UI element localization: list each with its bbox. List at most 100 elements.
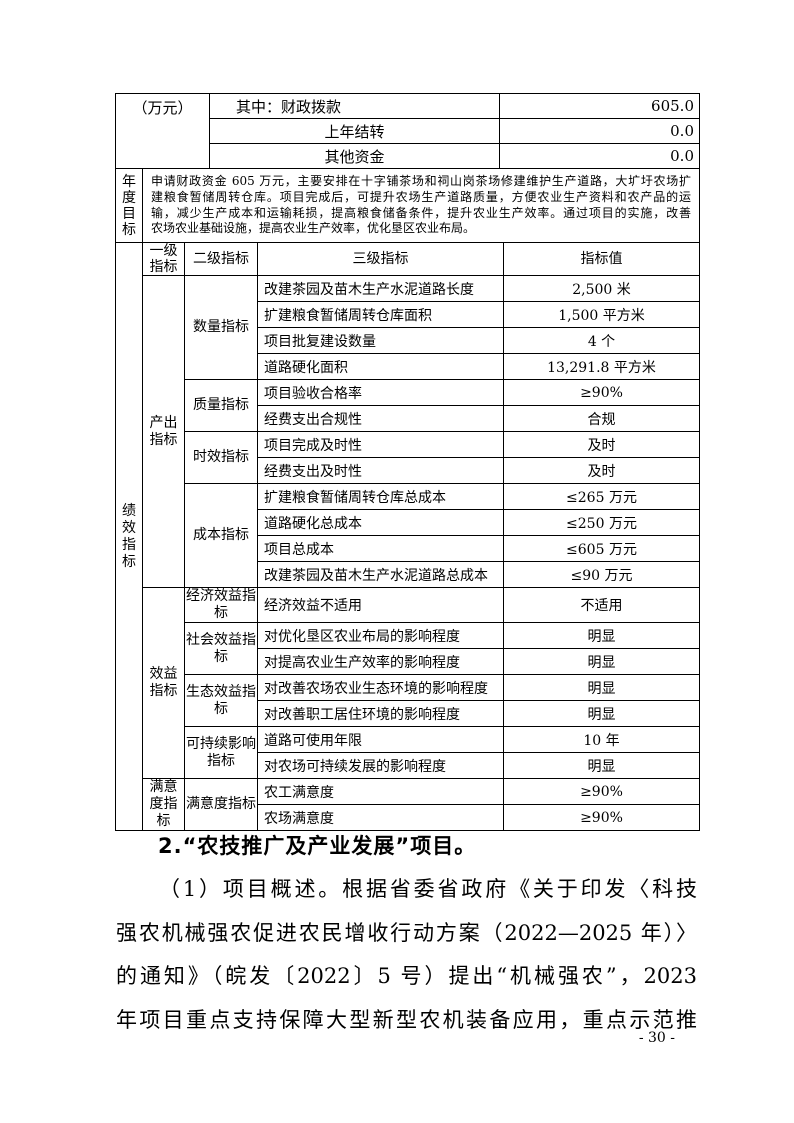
table-row: 经费支出及时性 及时 — [116, 457, 700, 484]
table-row: 满意度指标 满意度指标 农工满意度 ≥90% — [116, 778, 700, 831]
indicator-cell: 对改善职工居住环境的影响程度 — [257, 700, 504, 727]
table-row: 时效指标 项目完成及时性 及时 — [116, 431, 700, 484]
table-row: 生态效益指标 对改善农场农业生态环境的影响程度 明显 — [116, 674, 700, 727]
level2-cell: 可持续影响指标 — [184, 726, 258, 779]
table-row: 上年结转 0.0 — [116, 118, 700, 144]
level2-cell: 社会效益指标 — [184, 622, 258, 675]
value-cell: 及时 — [503, 457, 700, 484]
value-cell: ≥90% — [503, 778, 700, 805]
table-row: 其他资金 0.0 — [116, 143, 700, 169]
body-line: （1）项目概述。根据省委省政府《关于印发〈科技 — [159, 877, 697, 901]
value-cell: 明显 — [503, 700, 700, 727]
header-level2: 二级指标 — [184, 242, 258, 276]
budget-performance-table: （万元） 其中：财政拨款 605.0 上年结转 0.0 其他资金 0.0 年度目… — [115, 93, 700, 831]
value-cell: ≥90% — [503, 804, 700, 831]
level1-cell: 满意度指标 — [142, 778, 185, 831]
level2-cell: 时效指标 — [184, 431, 258, 484]
indicator-cell: 对提高农业生产效率的影响程度 — [257, 648, 504, 675]
funding-label-cell: 其中：财政拨款 — [209, 93, 500, 119]
header-level3: 三级指标 — [257, 242, 504, 276]
funding-value-cell: 0.0 — [499, 118, 700, 144]
table-row: 项目总成本 ≤605 万元 — [116, 535, 700, 562]
level1-cell: 产出指标 — [142, 275, 185, 588]
table-row: 社会效益指标 对优化垦区农业布局的影响程度 明显 — [116, 622, 700, 675]
indicator-cell: 改建茶园及苗木生产水泥道路总成本 — [257, 561, 504, 588]
funding-value-cell: 0.0 — [499, 143, 700, 169]
table-row: 农场满意度 ≥90% — [116, 804, 700, 831]
body-line: 年项目重点支持保障大型新型农机装备应用，重点示范推 — [116, 1007, 697, 1032]
value-cell: 4 个 — [503, 327, 700, 354]
value-cell: 明显 — [503, 622, 700, 649]
level2-cell: 数量指标 — [184, 275, 258, 380]
indicator-cell: 经济效益不适用 — [257, 587, 504, 623]
body-line: 的通知》（皖发〔2022〕5 号）提出“机械强农”，2023 — [116, 964, 697, 988]
value-cell: 明显 — [503, 674, 700, 701]
indicator-cell: 扩建粮食暂储周转仓库总成本 — [257, 483, 504, 510]
table-row: 项目批复建设数量 4 个 — [116, 327, 700, 354]
value-cell: ≤605 万元 — [503, 535, 700, 562]
table-row: 经费支出合规性 合规 — [116, 405, 700, 432]
funding-label-cell: 上年结转 — [209, 118, 500, 144]
indicator-cell: 农工满意度 — [257, 778, 504, 805]
annual-goal-text-cell: 申请财政资金 605 万元，主要安排在十字铺茶场和祠山岗茶场修建维护生产道路，大… — [142, 168, 700, 243]
annual-goal-line: 农场农业基础设施，提高农业生产效率，优化垦区农业布局。 — [151, 221, 476, 236]
value-cell: 10 年 — [503, 726, 700, 753]
table-row: 效益指标 经济效益指标 经济效益不适用 不适用 — [116, 587, 700, 779]
table-row: 道路硬化总成本 ≤250 万元 — [116, 509, 700, 536]
indicator-cell: 农场满意度 — [257, 804, 504, 831]
unit-label-cell: （万元） — [115, 93, 210, 169]
header-level1: 一级指标 — [142, 242, 185, 276]
indicator-cell: 对农场可持续发展的影响程度 — [257, 752, 504, 779]
level2-cell: 成本指标 — [184, 483, 258, 588]
indicator-cell: 扩建粮食暂储周转仓库面积 — [257, 301, 504, 328]
section-heading: 2.“农技推广及产业发展”项目。 — [158, 834, 477, 858]
value-cell: 1,500 平方米 — [503, 301, 700, 328]
value-cell: 13,291.8 平方米 — [503, 353, 700, 380]
value-cell: 合规 — [503, 405, 700, 432]
table-row: 对农场可持续发展的影响程度 明显 — [116, 752, 700, 779]
funding-table: （万元） 其中：财政拨款 605.0 上年结转 0.0 其他资金 0.0 — [115, 93, 700, 169]
indicator-cell: 对优化垦区农业布局的影响程度 — [257, 622, 504, 649]
value-cell: ≥90% — [503, 379, 700, 406]
funding-label-cell: 其他资金 — [209, 143, 500, 169]
indicator-cell: 改建茶园及苗木生产水泥道路长度 — [257, 275, 504, 302]
level2-cell: 质量指标 — [184, 379, 258, 432]
value-cell: ≤265 万元 — [503, 483, 700, 510]
body-line: 强农机械强农促进农民增收行动方案（2022—2025 年）〉 — [116, 920, 697, 945]
annual-goal-line: 建粮食暂储周转仓库。项目完成后，可提升农场生产道路质量，方便农业生产资料和农产品… — [151, 189, 691, 204]
table-row: 扩建粮食暂储周转仓库面积 1,500 平方米 — [116, 301, 700, 328]
table-header-row: 绩效指标 一级指标 二级指标 三级指标 指标值 — [115, 242, 700, 831]
indicator-cell: 项目完成及时性 — [257, 431, 504, 458]
annual-goal-table: 年度目标 申请财政资金 605 万元，主要安排在十字铺茶场和祠山岗茶场修建维护生… — [115, 168, 700, 243]
indicator-cell: 道路硬化总成本 — [257, 509, 504, 536]
level1-cell: 效益指标 — [142, 587, 185, 779]
indicator-cell: 经费支出及时性 — [257, 457, 504, 484]
indicator-cell: 项目验收合格率 — [257, 379, 504, 406]
indicator-cell: 项目批复建设数量 — [257, 327, 504, 354]
value-cell: ≤90 万元 — [503, 561, 700, 588]
indicator-cell: 道路硬化面积 — [257, 353, 504, 380]
section-2: 2.“农技推广及产业发展”项目。 （1）项目概述。根据省委省政府《关于印发〈科技… — [116, 824, 697, 1042]
table-row: 质量指标 项目验收合格率 ≥90% — [116, 379, 700, 432]
level2-cell: 满意度指标 — [184, 778, 258, 831]
table-row: 改建茶园及苗木生产水泥道路总成本 ≤90 万元 — [116, 561, 700, 588]
annual-goal-line: 申请财政资金 605 万元，主要安排在十字铺茶场和祠山岗茶场修建维护生产道路，大… — [151, 173, 691, 188]
performance-indicator-table: 绩效指标 一级指标 二级指标 三级指标 指标值 产出指标 数量指标 改建茶园及苗… — [115, 242, 700, 831]
performance-label-cell: 绩效指标 — [115, 242, 143, 831]
table-row: 道路硬化面积 13,291.8 平方米 — [116, 353, 700, 380]
table-row: 年度目标 申请财政资金 605 万元，主要安排在十字铺茶场和祠山岗茶场修建维护生… — [115, 168, 700, 243]
page-number: - 30 - — [638, 1030, 675, 1046]
indicator-cell: 项目总成本 — [257, 535, 504, 562]
level2-cell: 经济效益指标 — [184, 587, 258, 623]
funding-value-cell: 605.0 — [499, 93, 700, 119]
indicator-cell: 对改善农场农业生态环境的影响程度 — [257, 674, 504, 701]
table-row: （万元） 其中：财政拨款 605.0 — [115, 93, 700, 169]
header-value: 指标值 — [503, 242, 700, 276]
annual-goal-label-cell: 年度目标 — [115, 168, 143, 243]
value-cell: ≤250 万元 — [503, 509, 700, 536]
table-row: 成本指标 扩建粮食暂储周转仓库总成本 ≤265 万元 — [116, 483, 700, 588]
indicator-cell: 经费支出合规性 — [257, 405, 504, 432]
table-row: 可持续影响指标 道路可使用年限 10 年 — [116, 726, 700, 779]
level2-cell: 生态效益指标 — [184, 674, 258, 727]
